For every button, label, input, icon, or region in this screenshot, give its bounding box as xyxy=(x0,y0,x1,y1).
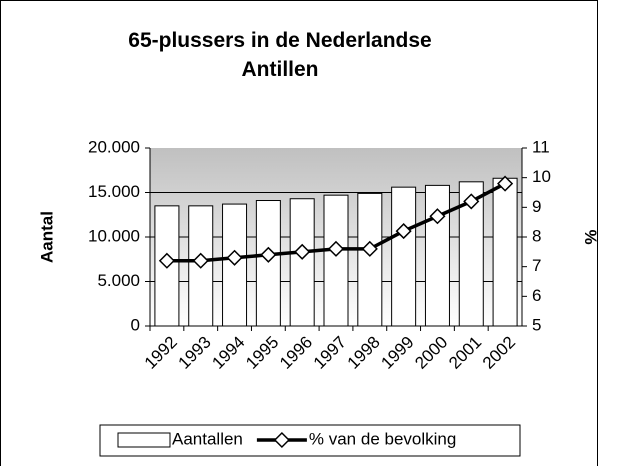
line-marker xyxy=(260,246,277,263)
y-axis-label: Aantal xyxy=(37,211,56,263)
chart-title: 65-plussers in de Nederlandse Antillen xyxy=(128,29,432,81)
y2-tick-label: 6 xyxy=(532,286,541,305)
y2-tick-label: 10 xyxy=(532,167,551,186)
y-tick-label: 10.000 xyxy=(88,226,140,245)
legend-swatch xyxy=(117,432,171,448)
line-marker xyxy=(463,193,480,210)
bar xyxy=(255,200,281,327)
line-marker xyxy=(226,249,243,266)
legend-label: % van de bevolking xyxy=(309,429,456,448)
line-marker xyxy=(497,175,514,192)
bar xyxy=(391,186,417,327)
line-marker xyxy=(294,243,311,260)
legend xyxy=(99,424,521,457)
line-marker xyxy=(361,240,378,257)
line-marker xyxy=(395,223,412,240)
y-tick-label: 20.000 xyxy=(88,137,140,156)
y-tick-label: 5.000 xyxy=(97,271,140,290)
line-marker xyxy=(327,240,345,257)
y-tick-label: 15.000 xyxy=(88,182,140,201)
bar xyxy=(492,177,518,327)
y2-tick-label: 11 xyxy=(532,137,550,156)
line-marker xyxy=(429,208,446,225)
legend-label: Aantallen xyxy=(172,429,243,448)
y2-tick-label: 9 xyxy=(532,197,541,216)
y2-tick-label: 8 xyxy=(532,226,541,245)
bar xyxy=(289,198,315,327)
bar xyxy=(323,194,349,327)
y2-tick-label: 5 xyxy=(532,315,541,334)
line-marker xyxy=(158,252,175,269)
y2-axis-label: % xyxy=(581,229,600,244)
line-marker xyxy=(192,252,209,269)
legend-marker xyxy=(273,431,290,449)
bar xyxy=(357,192,383,327)
bar xyxy=(424,184,450,327)
y-tick-label: 0 xyxy=(131,315,140,334)
y2-tick-label: 7 xyxy=(532,256,541,275)
